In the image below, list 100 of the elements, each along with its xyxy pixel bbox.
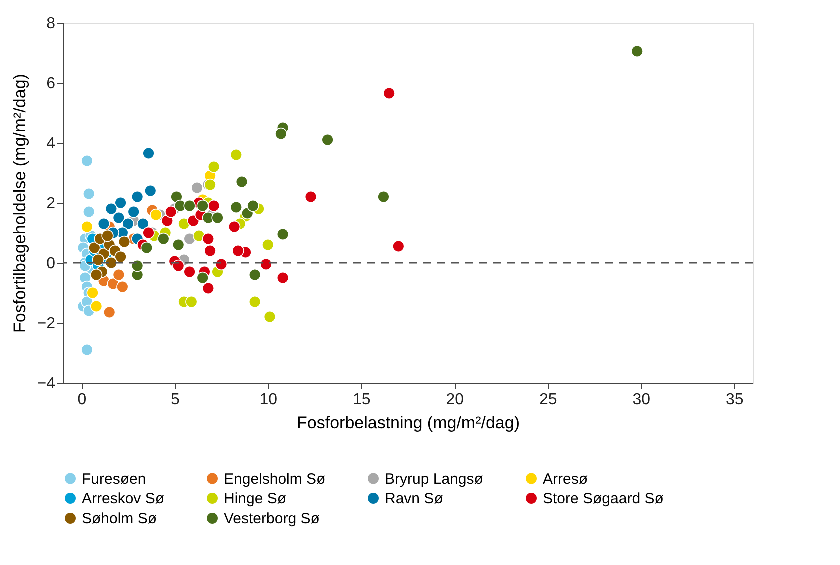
point xyxy=(196,200,209,212)
legend-label: Arresø xyxy=(543,470,588,488)
point xyxy=(276,228,290,241)
point xyxy=(102,230,114,242)
x-tick-label: 0 xyxy=(78,392,87,408)
point xyxy=(264,310,276,324)
x-tick-label: 15 xyxy=(352,392,371,408)
legend-label: Vesterborg Sø xyxy=(224,510,320,528)
y-tick-label: 4 xyxy=(46,136,56,152)
point xyxy=(105,202,118,216)
point xyxy=(114,250,127,264)
point xyxy=(83,206,96,218)
point xyxy=(322,134,334,146)
point xyxy=(202,282,215,295)
point xyxy=(128,206,140,218)
point xyxy=(165,206,178,218)
point xyxy=(186,296,198,308)
point xyxy=(81,220,94,234)
point xyxy=(230,201,243,214)
point xyxy=(86,286,99,300)
point xyxy=(202,232,215,246)
point xyxy=(378,190,390,204)
point xyxy=(118,236,131,248)
point xyxy=(98,218,110,230)
y-tick-label: 6 xyxy=(46,76,56,92)
legend-label: Bryrup Langsø xyxy=(385,470,484,488)
x-tick-label: 20 xyxy=(446,392,464,408)
point xyxy=(122,218,134,230)
point xyxy=(392,240,405,253)
x-tick-label: 10 xyxy=(260,392,278,408)
legend-label: Store Søgaard Sø xyxy=(543,490,664,508)
point xyxy=(228,220,241,234)
legend-label: Engelsholm Sø xyxy=(224,470,326,488)
point xyxy=(631,45,644,58)
point xyxy=(144,184,157,198)
point xyxy=(383,87,396,100)
point xyxy=(184,266,196,278)
legend-label: Hinge Sø xyxy=(224,490,287,508)
x-tick-label: 30 xyxy=(632,392,651,408)
point xyxy=(137,218,150,230)
point xyxy=(140,242,154,254)
point xyxy=(193,230,206,242)
point xyxy=(204,244,216,258)
point xyxy=(112,212,126,224)
point xyxy=(131,260,144,272)
y-tick-label: −4 xyxy=(37,376,56,392)
legend-label: Ravn Sø xyxy=(385,490,444,508)
y-tick-label: 8 xyxy=(46,16,56,32)
point xyxy=(92,254,105,266)
point xyxy=(131,190,144,204)
point xyxy=(116,280,129,294)
x-axis-title: Fosforbelastning (mg/m²/dag) xyxy=(297,414,520,432)
point xyxy=(142,147,155,160)
point xyxy=(208,200,220,212)
y-tick-label: 0 xyxy=(46,256,56,272)
point xyxy=(112,268,126,282)
x-tick-label: 35 xyxy=(726,392,744,408)
point xyxy=(196,272,209,284)
point xyxy=(260,258,272,271)
point xyxy=(172,238,185,252)
point xyxy=(276,272,290,284)
point xyxy=(262,238,274,252)
point xyxy=(170,190,183,204)
point xyxy=(304,190,318,204)
point xyxy=(105,256,118,270)
point xyxy=(90,300,103,313)
point xyxy=(83,188,96,200)
point xyxy=(208,160,220,174)
point xyxy=(275,128,288,140)
point xyxy=(90,268,103,282)
point xyxy=(150,208,162,222)
y-tick-label: −2 xyxy=(37,316,56,332)
legend-label: Furesøen xyxy=(82,470,146,488)
point xyxy=(248,296,262,308)
point xyxy=(248,268,262,282)
point xyxy=(158,232,170,246)
point xyxy=(212,212,224,224)
point xyxy=(142,226,155,240)
point xyxy=(114,196,127,210)
point xyxy=(104,306,116,319)
legend-label: Arreskov Sø xyxy=(82,490,165,508)
point xyxy=(236,176,248,188)
point xyxy=(247,200,260,212)
point xyxy=(232,244,244,258)
point xyxy=(191,182,204,194)
point xyxy=(230,148,243,162)
x-tick-label: 25 xyxy=(539,392,558,408)
point xyxy=(215,258,228,271)
y-tick-label: 2 xyxy=(46,196,56,212)
point xyxy=(178,218,190,230)
point xyxy=(81,154,94,168)
point xyxy=(172,260,185,272)
legend-label: Søholm Sø xyxy=(82,510,158,528)
x-tick-label: 5 xyxy=(170,392,180,408)
point xyxy=(88,242,101,254)
point xyxy=(161,214,174,228)
point xyxy=(184,200,196,212)
point xyxy=(184,232,196,246)
point xyxy=(81,344,94,356)
y-axis-title: Fosfortilbageholdelse (mg/m²/dag) xyxy=(10,74,30,333)
